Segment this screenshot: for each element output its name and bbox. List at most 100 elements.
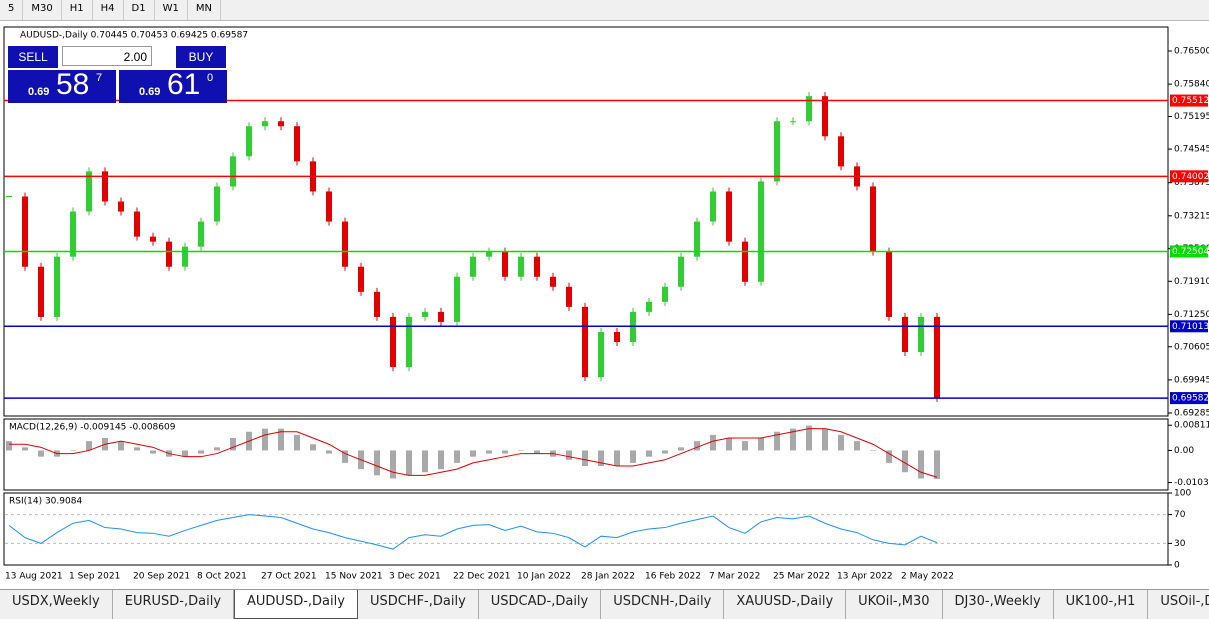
macd-bar — [22, 447, 28, 451]
price-big: 0.69 — [28, 86, 50, 98]
macd-bar — [870, 450, 876, 451]
macd-bar — [150, 450, 156, 454]
candle — [246, 126, 252, 157]
level-label-box — [1170, 170, 1208, 183]
chart-tab[interactable]: DJ30-,Weekly — [943, 590, 1054, 619]
macd-bar — [518, 450, 524, 451]
x-tick-label: 25 Mar 2022 — [773, 572, 830, 582]
buy-price[interactable]: 0.69 61 0 — [119, 68, 227, 103]
chart-tab[interactable]: USOil-,Daily — [1148, 590, 1209, 619]
macd-bar — [38, 450, 44, 457]
macd-bar — [326, 450, 332, 454]
candle — [726, 191, 732, 242]
y-tick-label: 0.71910 — [1174, 277, 1209, 287]
macd-bar — [710, 434, 716, 451]
candle — [886, 251, 892, 317]
buy-button[interactable]: BUY — [176, 46, 226, 68]
level-label: 0.75512 — [1172, 96, 1209, 106]
candle — [550, 276, 556, 287]
x-tick-label: 3 Dec 2021 — [389, 572, 441, 582]
chart-tab[interactable]: EURUSD-,Daily — [113, 590, 235, 619]
candle — [86, 171, 92, 212]
timeframe-button[interactable]: H4 — [93, 0, 124, 20]
macd-bar — [822, 428, 828, 451]
panel-title: RSI(14) 30.9084 — [9, 497, 82, 507]
candle — [342, 221, 348, 267]
chart-tab[interactable]: USDCNH-,Daily — [601, 590, 725, 619]
candle — [134, 211, 140, 237]
y-tick-label: 0.69285 — [1174, 408, 1209, 418]
sell-button[interactable]: SELL — [8, 46, 58, 68]
y-tick-label: -0.010311 — [1174, 478, 1209, 488]
candle — [870, 186, 876, 252]
price-point: 7 — [96, 72, 103, 84]
timeframe-button[interactable]: MN — [188, 0, 221, 20]
timeframe-button[interactable]: M30 — [23, 0, 62, 20]
level-label: 0.72504 — [1172, 247, 1209, 257]
candle — [262, 121, 268, 127]
macd-bar — [662, 450, 668, 454]
chart-tab[interactable]: UKOil-,M30 — [846, 590, 943, 619]
x-tick-label: 1 Sep 2021 — [69, 572, 120, 582]
macd-bar — [454, 450, 460, 463]
price-pips: 61 — [167, 68, 201, 101]
y-tick-label: 0.76500 — [1174, 46, 1209, 56]
candle — [230, 156, 236, 187]
candle — [278, 121, 284, 127]
macd-bar — [70, 450, 76, 451]
y-tick-label: 0.70605 — [1174, 342, 1209, 352]
chart-tab[interactable]: USDCHF-,Daily — [358, 590, 479, 619]
x-tick-label: 28 Jan 2022 — [581, 572, 635, 582]
y-tick-label: 0.73215 — [1174, 211, 1209, 221]
macd-bar — [374, 450, 380, 476]
x-tick-label: 27 Oct 2021 — [261, 572, 317, 582]
macd-bar — [422, 450, 428, 473]
chart-tab[interactable]: USDCAD-,Daily — [479, 590, 602, 619]
macd-bar — [678, 447, 684, 451]
y-tick-label: 0 — [1174, 561, 1180, 571]
y-tick-label: 0.74545 — [1174, 145, 1209, 155]
timeframe-button[interactable]: D1 — [124, 0, 155, 20]
macd-bar — [598, 450, 604, 467]
panel-frame — [3, 26, 1169, 417]
chart-tab[interactable]: UK100-,H1 — [1054, 590, 1149, 619]
candle — [534, 256, 540, 277]
candle — [822, 96, 828, 137]
candle — [806, 96, 812, 122]
candle — [902, 316, 908, 353]
level-label-box — [1170, 94, 1208, 107]
timeframe-button[interactable]: W1 — [155, 0, 188, 20]
chart-tab[interactable]: AUDUSD-,Daily — [234, 590, 358, 619]
chart-tab[interactable]: XAUUSD-,Daily — [724, 590, 847, 619]
y-tick-label: 0.69945 — [1174, 375, 1209, 385]
candle — [774, 121, 780, 182]
rsi-line — [8, 514, 938, 550]
panel-frame — [3, 418, 1169, 491]
macd-bar — [390, 450, 396, 479]
timeframe-button[interactable]: H1 — [62, 0, 93, 20]
candle — [374, 291, 380, 317]
y-tick-label: 0.75840 — [1174, 80, 1209, 90]
macd-bar — [86, 441, 92, 451]
y-tick-label: 0.75195 — [1174, 112, 1209, 122]
timeframe-button[interactable]: 5 — [0, 0, 24, 20]
candle — [454, 276, 460, 322]
level-label: 0.69582 — [1172, 394, 1209, 404]
macd-bar — [118, 441, 124, 451]
candle — [54, 256, 60, 317]
x-tick-label: 8 Oct 2021 — [197, 572, 247, 582]
candle — [518, 256, 524, 277]
chart-tab[interactable]: USDX,Weekly — [0, 590, 113, 619]
macd-bar — [582, 450, 588, 467]
trade-panel: SELL 2.00 BUY 0.69 58 7 0.69 61 0 — [8, 46, 228, 103]
candle — [694, 221, 700, 257]
macd-bar — [902, 450, 908, 473]
sell-price[interactable]: 0.69 58 7 — [8, 68, 116, 103]
level-label-box — [1170, 245, 1208, 258]
macd-bar — [406, 450, 412, 476]
lot-input[interactable]: 2.00 — [62, 46, 152, 66]
candle — [22, 196, 28, 267]
macd-bar — [806, 425, 812, 451]
panel-title: MACD(12,26,9) -0.009145 -0.008609 — [9, 423, 176, 433]
candle — [790, 121, 796, 123]
